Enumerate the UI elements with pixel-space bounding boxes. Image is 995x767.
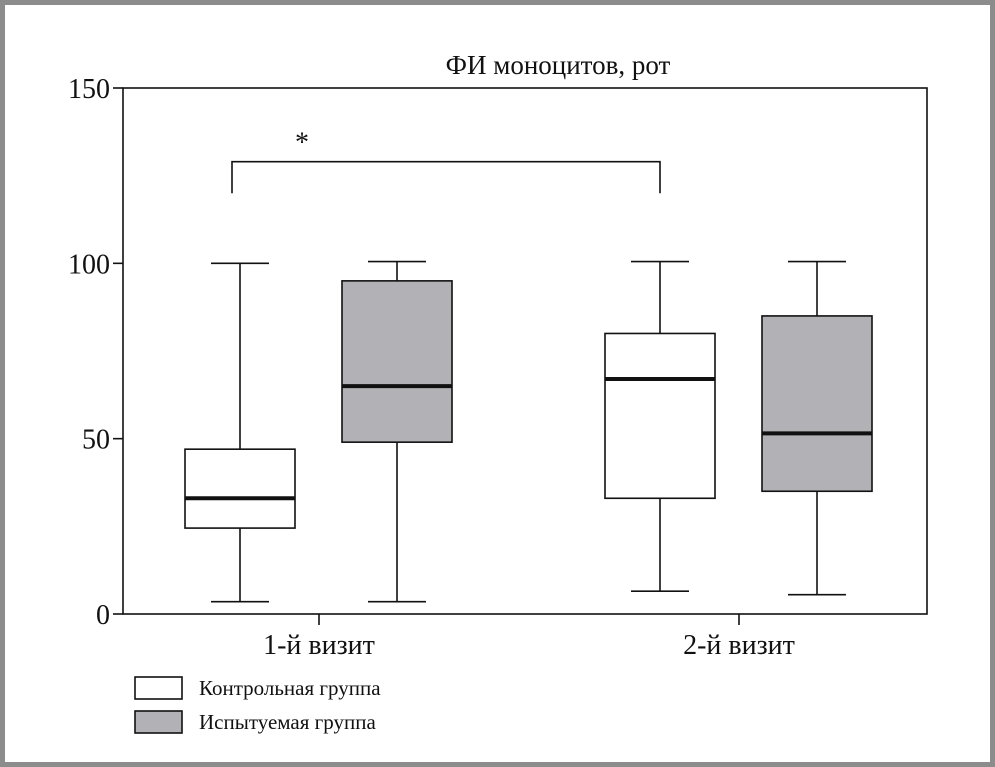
box-control-visit-2 [604,260,716,593]
y-tick-label: 0 [96,600,110,631]
box-test-visit-1 [341,260,453,603]
legend-label-control: Контрольная группа [199,676,381,700]
y-tick-label: 100 [68,249,110,280]
box-iqr [761,315,873,493]
chart-title: ФИ моноцитов, рот [446,50,671,80]
y-tick-label: 150 [68,74,110,105]
y-tick-label: 50 [82,425,110,456]
box-iqr [341,280,453,443]
legend-swatch-control [134,676,183,700]
x-category-label: 2-й визит [683,630,795,661]
legend-swatch-test [134,710,183,734]
box-iqr [604,332,716,500]
significance-bracket [231,160,661,194]
box-test-visit-2 [761,260,873,596]
significance-asterisk: * [295,128,309,159]
box-iqr [184,448,296,529]
box-control-visit-1 [184,262,296,603]
legend-label-test: Испытуемая группа [199,710,376,734]
plot-area-frame [122,87,928,615]
x-category-label: 1-й визит [263,630,375,661]
